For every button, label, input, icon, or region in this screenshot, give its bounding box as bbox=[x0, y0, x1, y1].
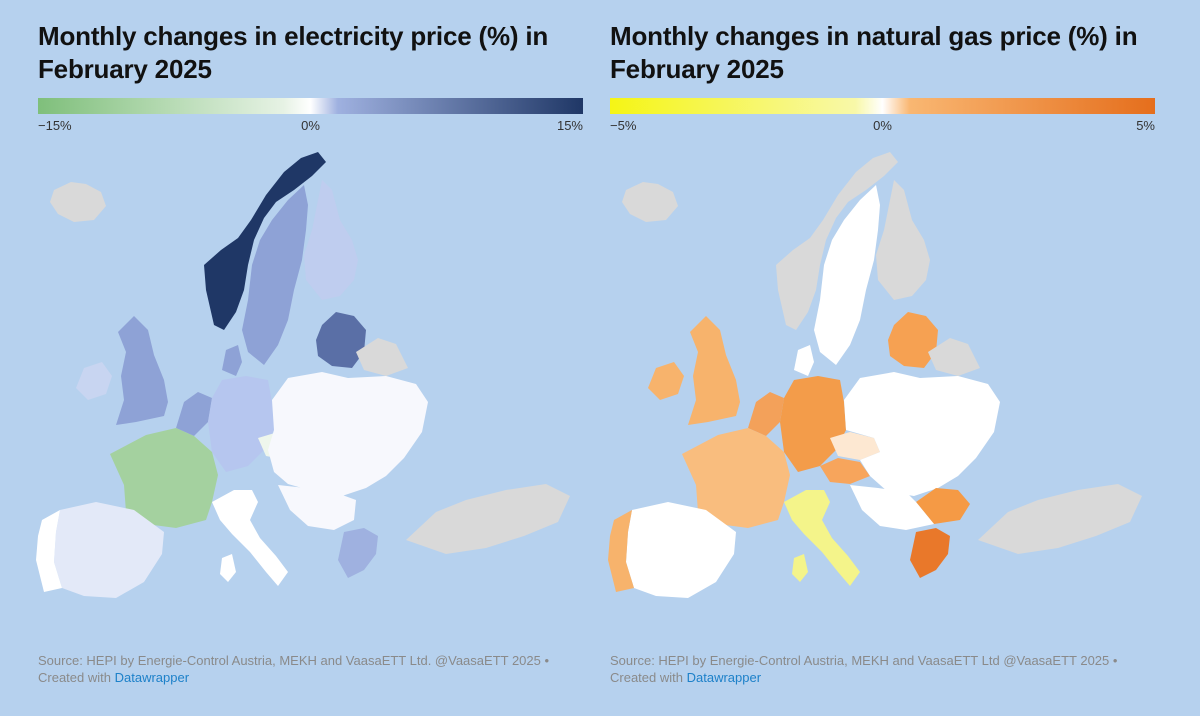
gas-legend-max: 5% bbox=[1136, 118, 1155, 133]
map-uk[interactable] bbox=[688, 316, 740, 425]
electricity-legend-max: 15% bbox=[556, 118, 583, 133]
map-germany[interactable] bbox=[780, 376, 846, 472]
map-spain[interactable] bbox=[626, 502, 736, 598]
map-sweden[interactable] bbox=[242, 185, 308, 365]
map-no-data-east bbox=[356, 338, 408, 376]
map-greece[interactable] bbox=[910, 528, 950, 578]
electricity-created-text: Created with bbox=[38, 670, 111, 685]
map-balkans[interactable] bbox=[278, 485, 356, 530]
gas-created-text: Created with bbox=[610, 670, 683, 685]
electricity-datawrapper-link[interactable]: Datawrapper bbox=[114, 670, 190, 685]
map-italy[interactable] bbox=[784, 490, 860, 586]
map-romania[interactable] bbox=[916, 488, 970, 524]
map-spain[interactable] bbox=[54, 502, 164, 598]
map-austria[interactable] bbox=[820, 458, 870, 484]
map-czechia[interactable] bbox=[830, 432, 880, 460]
map-sweden[interactable] bbox=[814, 185, 880, 365]
map-uk[interactable] bbox=[116, 316, 168, 425]
gas-legend-min: −5% bbox=[610, 118, 637, 133]
electricity-legend-min: −15% bbox=[38, 118, 72, 133]
electricity-panel: Monthly changes in electricity price (%)… bbox=[26, 0, 586, 716]
gas-title: Monthly changes in natural gas price (%)… bbox=[610, 21, 1138, 84]
electricity-source-text: Source: HEPI by Energie-Control Austria,… bbox=[38, 653, 550, 668]
gas-legend-bar bbox=[610, 98, 1155, 114]
electricity-legend-mid: 0% bbox=[301, 118, 320, 133]
map-latvia[interactable] bbox=[888, 312, 938, 368]
map-italy[interactable] bbox=[212, 490, 288, 586]
map-france[interactable] bbox=[682, 428, 790, 528]
map-central-europe[interactable] bbox=[844, 372, 1000, 496]
electricity-credit-line: Created with Datawrapper bbox=[38, 669, 578, 686]
map-iceland bbox=[622, 182, 678, 222]
map-turkey bbox=[406, 484, 570, 554]
gas-legend-mid: 0% bbox=[873, 118, 892, 133]
map-finland[interactable] bbox=[876, 180, 930, 300]
gas-legend-ticks: −5% 0% 5% bbox=[610, 118, 1155, 134]
map-sardinia[interactable] bbox=[220, 554, 236, 582]
map-portugal[interactable] bbox=[36, 510, 62, 592]
map-france[interactable] bbox=[110, 428, 218, 528]
map-baltics[interactable] bbox=[316, 312, 366, 368]
map-greece[interactable] bbox=[338, 528, 378, 578]
map-portugal[interactable] bbox=[608, 510, 634, 592]
electricity-legend-ticks: −15% 0% 15% bbox=[38, 118, 583, 134]
gas-source-text: Source: HEPI by Energie-Control Austria,… bbox=[610, 653, 1118, 668]
gas-credit-line: Created with Datawrapper bbox=[610, 669, 1150, 686]
map-finland[interactable] bbox=[304, 180, 358, 300]
map-balkans[interactable] bbox=[850, 485, 934, 530]
electricity-map bbox=[36, 152, 570, 598]
map-iceland bbox=[50, 182, 106, 222]
gas-source: Source: HEPI by Energie-Control Austria,… bbox=[610, 652, 1150, 686]
map-ireland[interactable] bbox=[76, 362, 112, 400]
map-benelux[interactable] bbox=[748, 392, 784, 436]
map-no-data-east bbox=[928, 338, 980, 376]
map-central-europe[interactable] bbox=[268, 372, 428, 496]
gas-map bbox=[608, 152, 1142, 598]
electricity-title: Monthly changes in electricity price (%)… bbox=[38, 21, 549, 84]
map-norway[interactable] bbox=[204, 152, 326, 330]
map-ireland[interactable] bbox=[648, 362, 684, 400]
map-norway[interactable] bbox=[776, 152, 898, 330]
electricity-legend-bar bbox=[38, 98, 583, 114]
map-sardinia[interactable] bbox=[792, 554, 808, 582]
map-denmark[interactable] bbox=[794, 345, 814, 376]
gas-datawrapper-link[interactable]: Datawrapper bbox=[686, 670, 762, 685]
electricity-source: Source: HEPI by Energie-Control Austria,… bbox=[38, 652, 578, 686]
map-benelux[interactable] bbox=[176, 392, 212, 436]
map-germany[interactable] bbox=[208, 376, 274, 472]
map-denmark[interactable] bbox=[222, 345, 242, 376]
gas-panel: Monthly changes in natural gas price (%)… bbox=[598, 0, 1158, 716]
map-turkey bbox=[978, 484, 1142, 554]
